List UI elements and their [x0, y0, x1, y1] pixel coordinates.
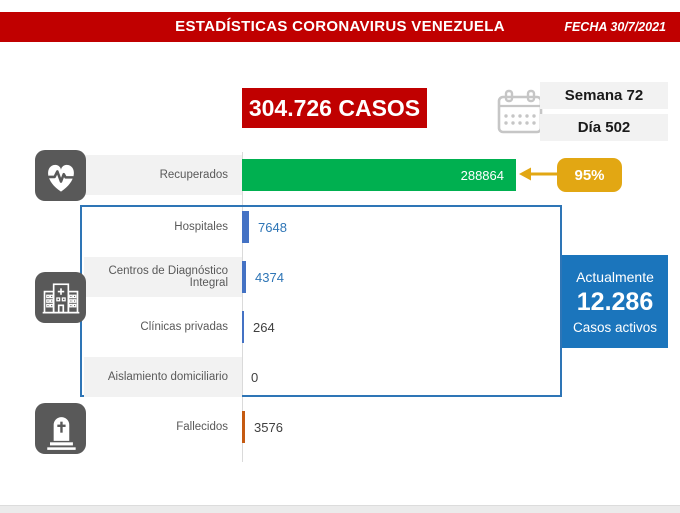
day-counter: Día 502 — [540, 114, 668, 141]
row-band — [84, 155, 242, 195]
recovered-percent-badge: 95% — [557, 158, 622, 192]
calendar-icon — [495, 88, 545, 141]
row-bar — [242, 211, 249, 243]
row-value: 264 — [253, 319, 275, 335]
row-value: 3576 — [254, 419, 283, 435]
active-cases-label-bottom: Casos activos — [572, 319, 658, 335]
row-label: Aislamiento domiciliario — [107, 371, 228, 383]
row-label: Fallecidos — [176, 421, 228, 433]
row-bar — [242, 261, 246, 293]
hospital-icon — [35, 272, 86, 323]
row-bar — [242, 311, 244, 343]
active-cases-box: Actualmente 12.286 Casos activos — [562, 255, 668, 348]
chart-axis-line — [242, 152, 243, 462]
row-band — [84, 257, 242, 297]
header-banner: ESTADÍSTICAS CORONAVIRUS VENEZUELA FECHA… — [0, 12, 680, 42]
row-bar — [242, 411, 245, 443]
row-value: 7648 — [258, 219, 287, 235]
report-date: FECHA 30/7/2021 — [564, 20, 666, 34]
row-label: Centros de Diagnóstico Integral — [108, 265, 228, 289]
page-title: ESTADÍSTICAS CORONAVIRUS VENEZUELA — [175, 18, 505, 35]
active-cases-label-top: Actualmente — [576, 268, 654, 285]
row-value: 288864 — [460, 167, 504, 183]
row-label: Hospitales — [174, 221, 228, 233]
row-value: 4374 — [255, 269, 284, 285]
week-counter: Semana 72 — [540, 82, 668, 109]
row-bar — [242, 159, 516, 191]
total-cases-box: 304.726 CASOS — [242, 88, 427, 128]
footer-strip — [0, 505, 680, 513]
tombstone-icon — [35, 403, 86, 454]
row-band — [84, 357, 242, 397]
left-arrow-icon — [518, 166, 558, 187]
row-label: Clínicas privadas — [140, 321, 228, 333]
row-label: Recuperados — [159, 169, 228, 181]
heart-pulse-icon — [35, 150, 86, 201]
active-cases-value: 12.286 — [576, 287, 654, 316]
row-value: 0 — [251, 369, 259, 385]
